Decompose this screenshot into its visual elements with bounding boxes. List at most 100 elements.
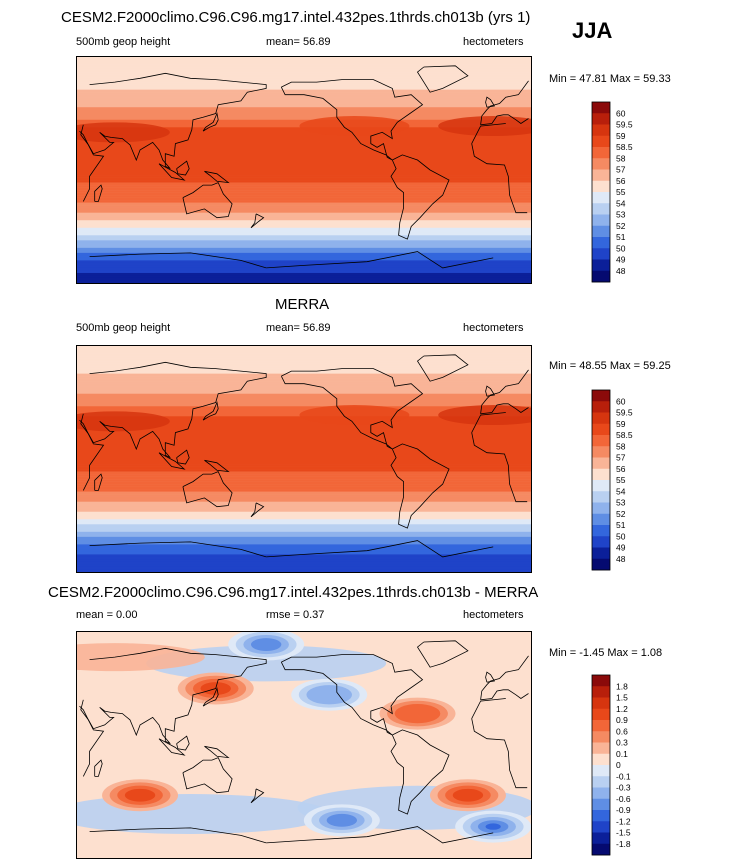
field-band [77, 496, 531, 500]
field-anomaly [250, 638, 282, 651]
field-band [77, 89, 531, 93]
coastline [176, 449, 190, 465]
field-band [77, 272, 531, 276]
field-band [77, 112, 531, 116]
field-band [77, 250, 531, 254]
colorbar-tick-label: 53 [616, 498, 626, 508]
colorbar-swatch [592, 708, 610, 721]
field-band [77, 102, 531, 106]
coastline [80, 647, 267, 745]
field-band [77, 177, 531, 181]
field-band [77, 134, 531, 138]
field-band [77, 59, 531, 63]
field-band [77, 378, 531, 382]
coastline [204, 745, 230, 759]
field-band [77, 84, 531, 88]
field-band [77, 87, 531, 90]
colorbar-swatch [592, 675, 610, 687]
field-band [77, 192, 531, 196]
field-band [77, 356, 531, 359]
field-band [77, 441, 531, 445]
field-band [77, 566, 531, 570]
field-band [77, 235, 531, 239]
colorbar-swatch [592, 832, 610, 845]
field-anomaly [124, 788, 156, 802]
field-band [77, 107, 531, 111]
colorbar-swatch [592, 412, 610, 425]
field-band [77, 230, 531, 234]
panel3-mean-label: mean = 0.00 [76, 609, 138, 621]
field-band [77, 371, 531, 374]
panel1-minmax: Min = 47.81 Max = 59.33 [549, 73, 671, 85]
field-band [77, 207, 531, 211]
field-band [77, 569, 531, 572]
field-band [77, 408, 531, 412]
field-band [77, 197, 531, 201]
field-band [77, 265, 531, 269]
colorbar-swatch [592, 401, 610, 413]
colorbar-swatch [592, 480, 610, 492]
colorbar-swatch [592, 697, 610, 710]
field-band [77, 185, 531, 188]
colorbar-tick-label: 58 [616, 441, 626, 451]
field-band [77, 147, 531, 151]
colorbar-swatch [592, 435, 610, 447]
panel2-map [76, 345, 532, 573]
field-band [77, 220, 531, 224]
field-band [77, 57, 531, 60]
field-anomaly [326, 813, 358, 827]
coastline [79, 130, 105, 202]
field-band [77, 64, 531, 68]
coastline [471, 412, 506, 433]
colorbar-swatch [592, 124, 610, 137]
field-band [77, 190, 531, 193]
field-band [77, 232, 531, 236]
coastline [202, 401, 219, 421]
colorbar-tick-label: 0.3 [616, 738, 628, 748]
coastline [158, 738, 186, 756]
coastline [89, 252, 267, 269]
field-band [77, 67, 531, 70]
field-band [77, 240, 531, 244]
field-band [77, 348, 531, 352]
colorbar-swatch [592, 502, 610, 515]
colorbar-tick-label: 60 [616, 108, 626, 118]
field-band [77, 398, 531, 402]
colorbar-tick-label: -1.5 [616, 828, 631, 838]
colorbar-tick-label: -0.6 [616, 794, 631, 804]
colorbar-tick-label: -0.9 [616, 805, 631, 815]
colorbar-tick-label: 49 [616, 543, 626, 553]
colorbar-tick-label: 58.5 [616, 430, 633, 440]
field-band [77, 132, 531, 136]
field-band [77, 92, 531, 95]
field-band [77, 242, 531, 246]
colorbar-swatch [592, 468, 610, 481]
coastline [80, 361, 267, 459]
coastline [182, 471, 233, 508]
coastline [202, 112, 219, 132]
field-band [77, 541, 531, 545]
field-band [77, 499, 531, 502]
field-band [77, 506, 531, 510]
coastline [94, 759, 103, 777]
field-band [77, 167, 531, 171]
field-band [77, 280, 531, 283]
field-band [77, 511, 531, 515]
field-band [77, 561, 531, 565]
field-band [77, 436, 531, 440]
field-band [77, 494, 531, 497]
colorbar-swatch [592, 821, 610, 833]
field-band [77, 149, 531, 153]
field-band [77, 521, 531, 525]
colorbar-swatch [592, 776, 610, 788]
field-band [77, 526, 531, 530]
field-band [77, 247, 531, 251]
field-band [77, 401, 531, 405]
colorbar-tick-label: 59.5 [616, 120, 633, 130]
coastline [94, 184, 103, 202]
coastline [158, 163, 186, 181]
coastline [480, 689, 529, 701]
colorbar-tick-label: 50 [616, 243, 626, 253]
colorbar-swatch [592, 742, 610, 755]
field-band [77, 549, 531, 553]
